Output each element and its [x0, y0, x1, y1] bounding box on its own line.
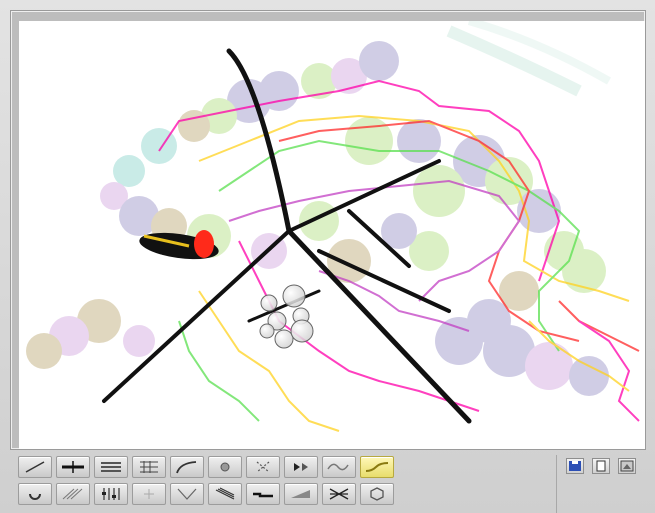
file-actions [566, 458, 636, 474]
new-document-button[interactable] [592, 458, 610, 474]
tool-row-1 [18, 456, 408, 480]
curve-tool-icon [176, 461, 197, 474]
wave-tool-button[interactable] [322, 456, 356, 478]
smudge-tool-button[interactable] [284, 483, 318, 505]
save-button[interactable] [566, 458, 584, 474]
fan-tool-icon [215, 487, 235, 500]
circle-tool-icon [220, 462, 230, 472]
cross-hatch-tool-button[interactable] [322, 483, 356, 505]
curve-tool-button[interactable] [170, 456, 204, 478]
grid-tool-icon [140, 461, 158, 473]
hatching-tool-icon [62, 488, 83, 500]
fan-tool-button[interactable] [208, 483, 242, 505]
sparkle-tool-button[interactable] [132, 483, 166, 505]
drawing-canvas[interactable] [19, 21, 645, 449]
mixer-tool-icon [102, 488, 120, 500]
fill-tool-button[interactable] [284, 456, 318, 478]
sparkle-tool-icon [144, 489, 154, 499]
hatching-tool-button[interactable] [56, 483, 90, 505]
tool-row-2 [18, 483, 408, 507]
new-document-icon [596, 460, 606, 472]
crosshair-tool-button[interactable] [56, 456, 90, 478]
step-tool-button[interactable] [246, 483, 280, 505]
parallel-lines-tool-button[interactable] [94, 456, 128, 478]
smudge-tool-icon [291, 490, 310, 498]
scatter-tool-button[interactable] [246, 456, 280, 478]
artwork [26, 21, 640, 432]
step-tool-icon [253, 492, 273, 498]
crosshair-tool-icon [62, 461, 84, 473]
mixer-tool-button[interactable] [94, 483, 128, 505]
fill-tool-icon [294, 463, 308, 471]
save-icon [569, 461, 581, 471]
line-tool-button[interactable] [18, 456, 52, 478]
grid-tool-button[interactable] [132, 456, 166, 478]
tool-palette [18, 456, 408, 512]
hexagon-tool-button[interactable] [360, 483, 394, 505]
squiggle-tool-button[interactable] [360, 456, 394, 478]
squiggle-tool-icon [365, 462, 389, 472]
spiral-tool-button[interactable] [18, 483, 52, 505]
circle-tool-button[interactable] [208, 456, 242, 478]
spiral-tool-icon [29, 493, 41, 500]
export-image-icon [620, 460, 634, 472]
canvas-frame [10, 10, 646, 450]
funnel-tool-button[interactable] [170, 483, 204, 505]
funnel-tool-icon [177, 488, 197, 500]
export-image-button[interactable] [618, 458, 636, 474]
toolbar-divider [556, 455, 557, 513]
wave-tool-icon [327, 463, 349, 471]
scatter-tool-icon [256, 461, 270, 473]
cross-hatch-tool-icon [329, 488, 349, 500]
hexagon-tool-icon [370, 487, 384, 501]
line-tool-icon [25, 461, 45, 473]
parallel-lines-tool-icon [101, 462, 121, 472]
